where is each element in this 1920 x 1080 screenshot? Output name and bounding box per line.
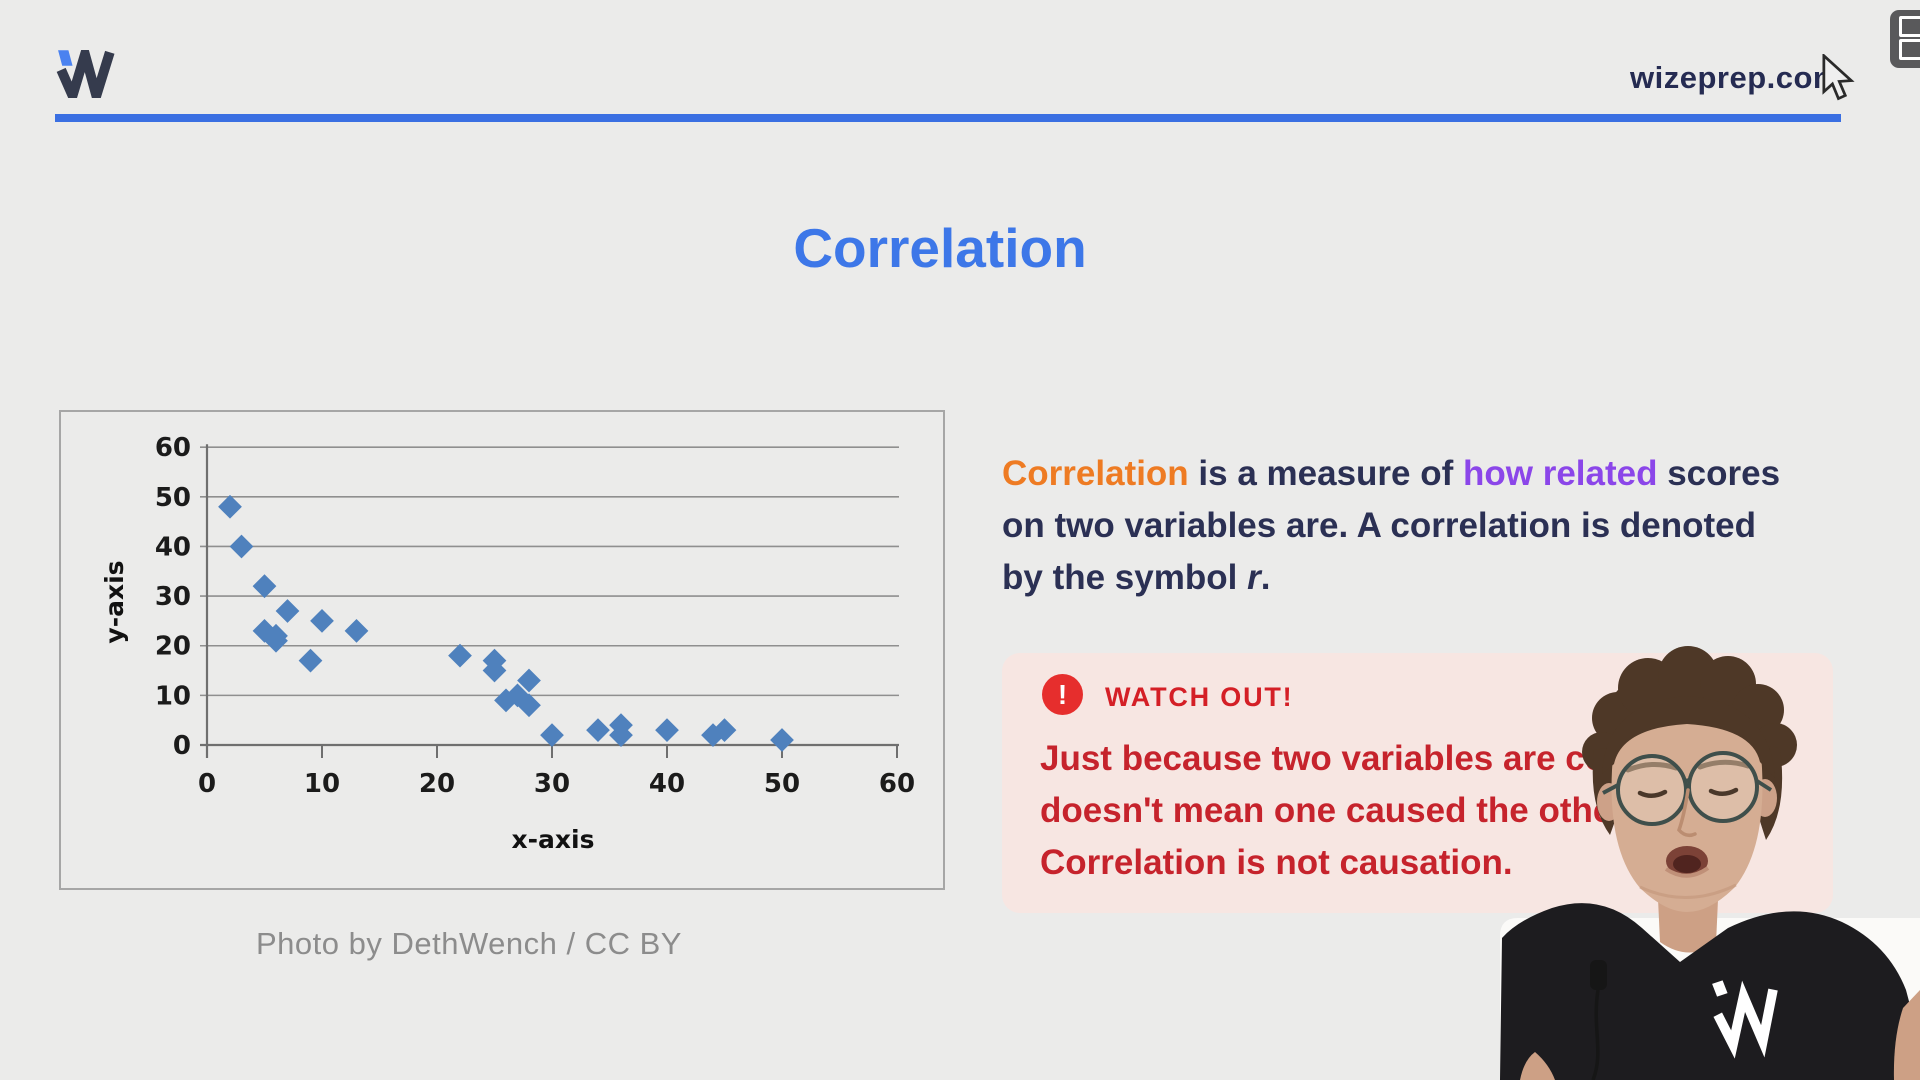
y-tick-label: 50 — [155, 483, 191, 513]
pip-button[interactable] — [1890, 10, 1920, 68]
wizeprep-w-logo-white — [1712, 980, 1778, 1059]
pip-panels-icon — [1899, 16, 1920, 37]
exclamation-circle-icon: ! — [1042, 674, 1083, 715]
glasses-icon — [1602, 751, 1773, 826]
data-point — [655, 718, 679, 742]
data-point — [344, 618, 369, 643]
y-tick-label: 40 — [155, 532, 191, 562]
header-rule — [55, 114, 1841, 122]
y-tick-label: 20 — [155, 632, 191, 662]
data-point — [448, 643, 472, 668]
data-point — [298, 648, 323, 673]
x-tick-label: 60 — [879, 769, 915, 799]
watch-out-line: doesn't mean one caused the other. — [1040, 791, 1634, 830]
data-point — [218, 494, 242, 519]
data-point — [770, 728, 794, 752]
photo-caption: Photo by DethWench / CC BY — [256, 926, 682, 961]
y-tick-label: 30 — [155, 582, 191, 612]
x-tick-label: 0 — [198, 769, 216, 799]
x-tick-label: 30 — [534, 769, 570, 799]
paragraph-line: on two variables are. A correlation is d… — [1002, 506, 1756, 545]
x-tick-label: 10 — [304, 769, 340, 799]
data-point — [310, 609, 334, 633]
microphone-icon — [1590, 960, 1607, 1080]
watch-out-line: Correlation is not causation. — [1040, 843, 1513, 882]
watch-out-body: Just because two variables are correlate… — [1040, 733, 1735, 889]
watch-out-label: WATCH OUT! — [1105, 682, 1294, 712]
x-tick-label: 50 — [764, 769, 800, 799]
data-point — [540, 723, 564, 747]
wizeprep-logo-icon — [56, 50, 115, 98]
x-tick-label: 20 — [419, 769, 455, 799]
x-tick-label: 40 — [649, 769, 685, 799]
presenter-webcam — [1490, 640, 1920, 1080]
page-title: Correlation — [793, 217, 1087, 279]
data-point — [586, 718, 610, 742]
scatter-plot-svg: 0 10 20 30 40 50 60 0 10 20 30 40 50 60 x-axis y-axis — [100, 433, 915, 854]
presenter-figure — [1500, 646, 1920, 1080]
paragraph-line: Correlation is a measure of how related … — [1002, 454, 1781, 493]
y-tick-label: 10 — [155, 681, 191, 711]
paragraph-line: by the symbol r. — [1002, 558, 1271, 597]
chart-panel: 0 10 20 30 40 50 60 0 10 20 30 40 50 60 x-axis y-axis — [59, 410, 945, 890]
y-tick-label: 60 — [155, 433, 191, 463]
data-point — [494, 688, 518, 713]
x-axis-label: x-axis — [512, 825, 595, 854]
pip-panels-icon — [1899, 39, 1920, 60]
y-tick-label: 0 — [173, 731, 191, 761]
data-point — [482, 658, 507, 683]
data-point — [252, 574, 277, 599]
y-axis-label: y-axis — [100, 560, 129, 643]
brand-text: wizeprep.com — [1630, 60, 1841, 95]
arrow-cursor-icon — [1822, 54, 1855, 101]
definition-paragraph: Correlation is a measure of how related … — [1002, 448, 1882, 604]
data-point — [275, 599, 300, 623]
data-point — [229, 534, 254, 559]
